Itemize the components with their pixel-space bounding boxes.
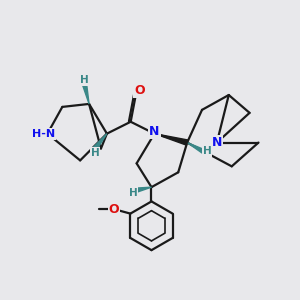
Text: N: N <box>212 136 222 149</box>
Text: O: O <box>134 84 145 97</box>
Polygon shape <box>93 134 107 150</box>
Text: H: H <box>91 148 99 158</box>
Text: H: H <box>203 146 212 157</box>
Polygon shape <box>187 142 205 153</box>
Text: H: H <box>129 188 137 197</box>
Text: H: H <box>80 76 88 85</box>
Polygon shape <box>136 187 152 192</box>
Polygon shape <box>82 84 89 104</box>
Text: H-N: H-N <box>32 129 56 139</box>
Text: O: O <box>109 202 119 216</box>
Text: N: N <box>149 125 160 138</box>
Polygon shape <box>154 134 188 145</box>
